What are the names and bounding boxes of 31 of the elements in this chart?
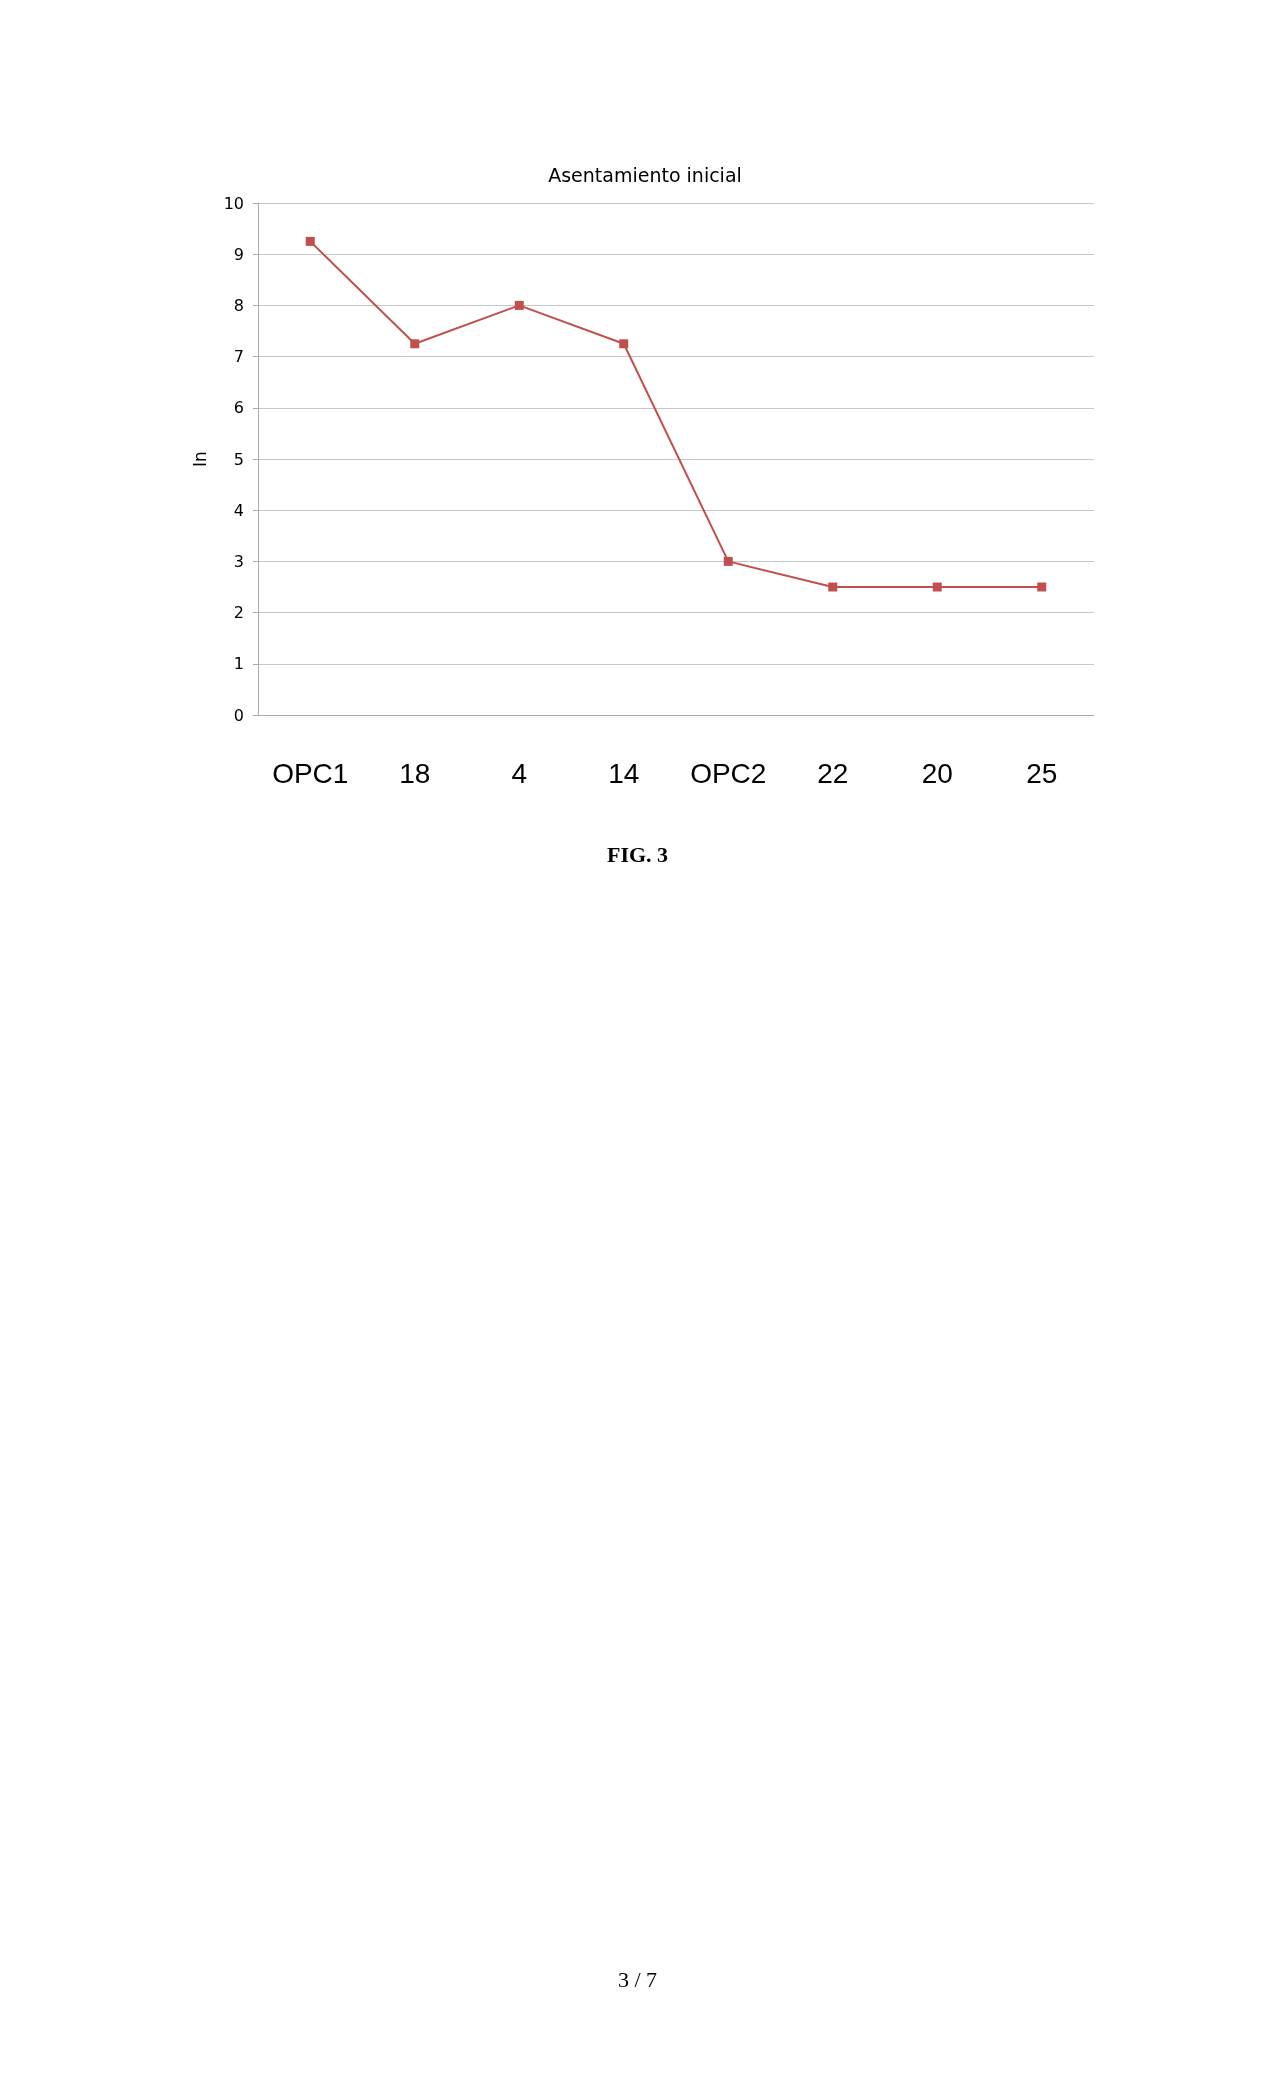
text: 3 / 7: [617, 1966, 658, 1992]
x-tick-label: OPC1: [272, 757, 349, 789]
point: [723, 556, 733, 566]
y-tick-label: 3: [233, 551, 244, 571]
point: [828, 582, 838, 592]
x-tick-label: 25: [1026, 757, 1058, 789]
point: [619, 339, 629, 349]
y-axis-title: In: [189, 451, 210, 467]
point: [410, 339, 420, 349]
y-tick-label: 2: [233, 603, 244, 623]
y-tick-label: 9: [233, 244, 244, 264]
caption: FIG. 3: [606, 841, 669, 867]
x-tick-label: 18: [399, 757, 431, 789]
chart-title: Asentamiento inicial: [548, 163, 742, 186]
y-tick-label: 8: [233, 295, 244, 315]
x-tick-label: 14: [608, 757, 640, 789]
point: [1037, 582, 1047, 592]
point: [514, 300, 524, 310]
y-tick-label: 10: [223, 193, 244, 213]
y-tick-label: 4: [233, 500, 244, 520]
x-tick-label: 4: [511, 757, 528, 789]
y-tick-label: 1: [233, 654, 244, 674]
point: [932, 582, 942, 592]
y-tick-label: 0: [233, 705, 244, 725]
y-tick-label: 6: [233, 398, 244, 418]
x-tick-label: 20: [921, 757, 953, 789]
x-tick-label: 22: [817, 757, 849, 789]
x-tick-label: OPC2: [690, 757, 767, 789]
y-tick-label: 5: [233, 449, 244, 469]
y-tick-label: 7: [233, 347, 244, 367]
point: [305, 236, 315, 246]
